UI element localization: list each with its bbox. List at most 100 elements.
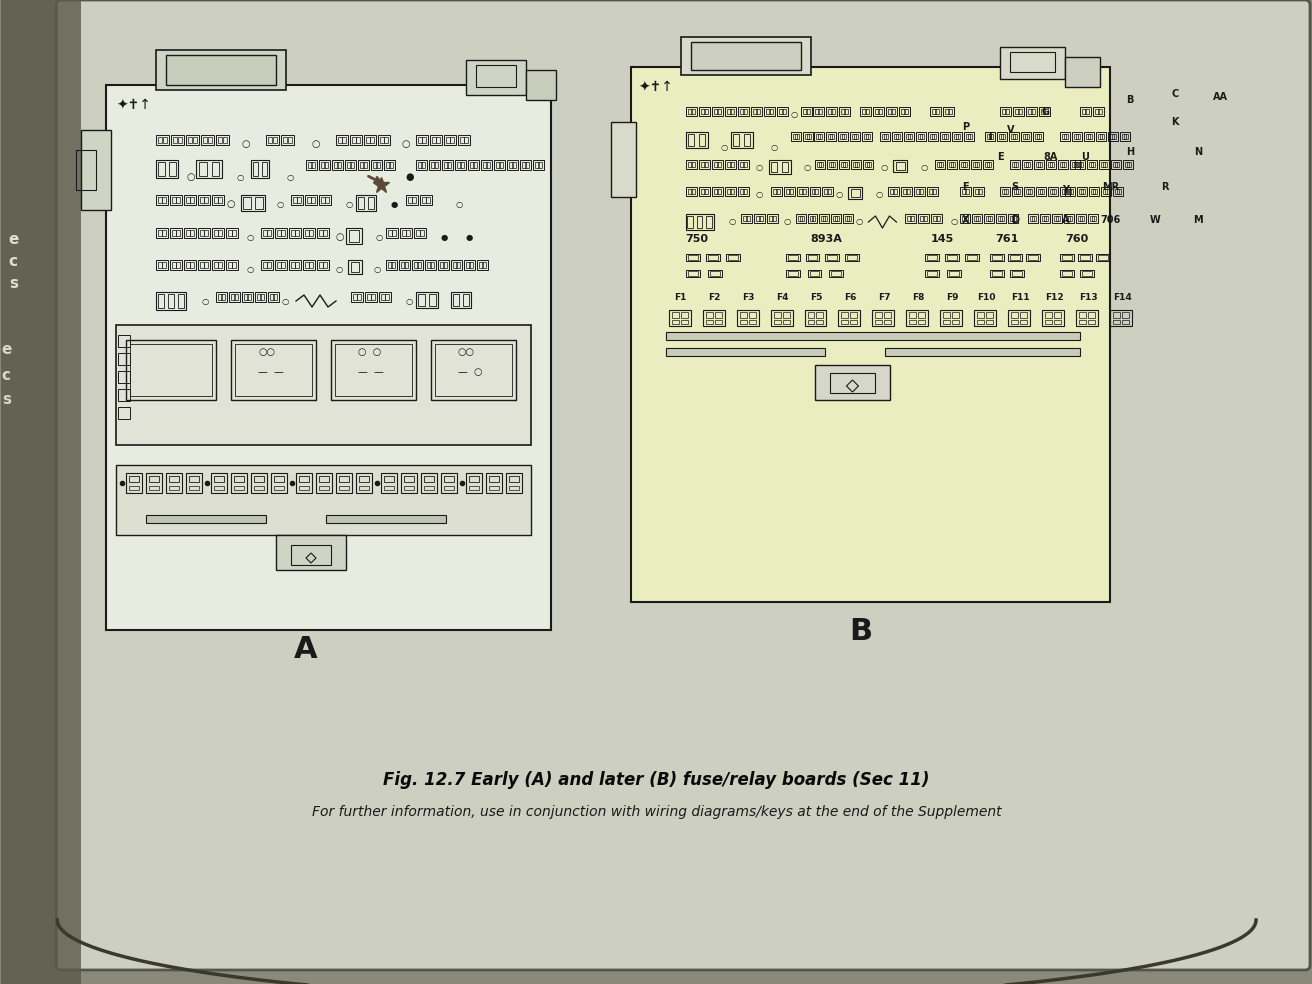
Bar: [932, 214, 942, 223]
Bar: [316, 473, 332, 493]
Bar: [916, 132, 926, 141]
Bar: [880, 132, 891, 141]
Bar: [690, 189, 694, 194]
Bar: [904, 109, 908, 114]
Bar: [1097, 254, 1110, 261]
Bar: [943, 107, 954, 116]
Bar: [281, 262, 285, 268]
Bar: [1113, 134, 1117, 139]
Bar: [1093, 107, 1105, 116]
Bar: [419, 137, 422, 143]
Bar: [946, 109, 950, 114]
Bar: [297, 473, 312, 493]
Bar: [816, 320, 824, 324]
Bar: [687, 271, 698, 276]
Text: M: M: [1194, 215, 1203, 225]
Bar: [1036, 162, 1040, 167]
Bar: [744, 134, 750, 146]
Text: V: V: [1006, 125, 1014, 135]
Bar: [293, 197, 297, 203]
Bar: [799, 189, 803, 194]
Bar: [686, 254, 699, 261]
Bar: [727, 162, 731, 167]
Bar: [388, 262, 392, 268]
Bar: [1086, 134, 1090, 139]
Bar: [802, 189, 806, 194]
Bar: [687, 134, 694, 146]
Bar: [1029, 109, 1033, 114]
Bar: [1082, 109, 1086, 114]
Bar: [1063, 162, 1067, 167]
Bar: [911, 216, 914, 221]
Bar: [476, 65, 516, 87]
Bar: [184, 260, 195, 270]
Bar: [925, 254, 939, 261]
Bar: [1021, 132, 1031, 141]
Bar: [319, 486, 329, 490]
Bar: [1076, 310, 1098, 326]
Bar: [1072, 132, 1082, 141]
Bar: [299, 476, 310, 482]
Bar: [1012, 312, 1018, 318]
Bar: [345, 160, 356, 170]
Bar: [1013, 187, 1022, 196]
Bar: [724, 187, 736, 196]
Bar: [380, 137, 384, 143]
Text: e: e: [8, 232, 18, 248]
Bar: [172, 262, 176, 268]
Bar: [816, 365, 891, 400]
Bar: [1039, 107, 1051, 116]
Text: ●: ●: [441, 233, 449, 242]
Bar: [832, 109, 836, 114]
Bar: [672, 320, 678, 324]
Bar: [687, 216, 693, 228]
Bar: [769, 216, 773, 221]
Bar: [1111, 160, 1122, 169]
Bar: [977, 312, 984, 318]
FancyBboxPatch shape: [56, 0, 1309, 970]
Text: P: P: [962, 122, 968, 132]
Bar: [697, 216, 702, 228]
Bar: [386, 260, 398, 270]
Bar: [244, 197, 251, 209]
Bar: [1055, 216, 1059, 221]
Bar: [974, 187, 984, 196]
Bar: [251, 160, 269, 178]
Bar: [686, 107, 697, 116]
Bar: [337, 162, 341, 168]
Bar: [997, 132, 1008, 141]
Bar: [1118, 189, 1122, 194]
Text: U: U: [1081, 152, 1089, 162]
Bar: [321, 162, 325, 168]
Text: 760: 760: [1065, 234, 1089, 244]
Bar: [968, 134, 972, 139]
Bar: [1080, 312, 1086, 318]
Bar: [408, 197, 412, 203]
Bar: [829, 162, 833, 167]
Bar: [420, 195, 432, 205]
Bar: [724, 160, 736, 169]
Bar: [947, 255, 958, 260]
Bar: [274, 476, 283, 482]
Bar: [479, 262, 483, 268]
Text: ○: ○: [247, 233, 253, 242]
Bar: [205, 230, 209, 236]
Bar: [775, 189, 779, 194]
Bar: [953, 312, 959, 318]
Bar: [729, 189, 733, 194]
Bar: [336, 135, 348, 145]
Text: F9: F9: [946, 293, 959, 302]
Bar: [228, 230, 232, 236]
Bar: [716, 109, 720, 114]
Bar: [129, 476, 139, 482]
Bar: [946, 254, 959, 261]
Bar: [900, 107, 911, 116]
Bar: [156, 260, 168, 270]
Text: ○: ○: [374, 265, 382, 274]
Bar: [1113, 312, 1120, 318]
Bar: [991, 270, 1004, 277]
Bar: [800, 107, 812, 116]
Bar: [1021, 312, 1027, 318]
Bar: [1013, 107, 1025, 116]
Bar: [289, 137, 293, 143]
